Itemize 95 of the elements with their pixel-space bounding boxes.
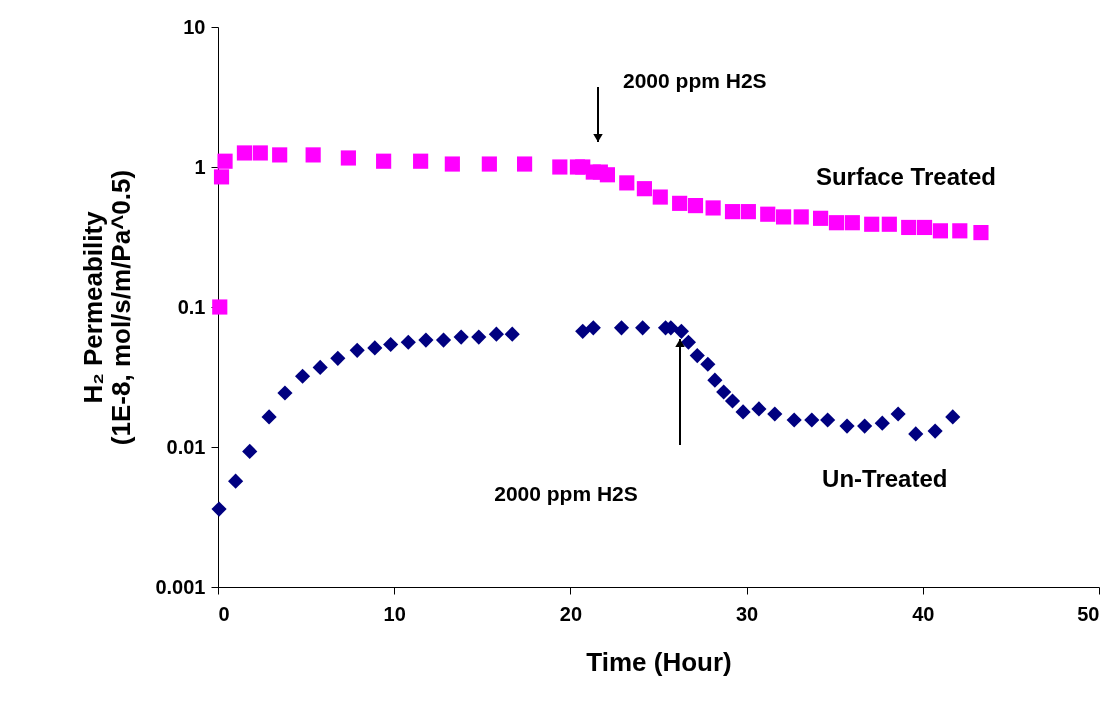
point xyxy=(890,406,906,422)
point xyxy=(751,401,767,417)
point xyxy=(945,409,961,425)
point xyxy=(952,223,968,239)
point xyxy=(705,200,721,216)
point xyxy=(217,153,233,169)
y-tick-label: 0.01 xyxy=(166,435,206,458)
point xyxy=(881,216,897,232)
point xyxy=(213,169,230,185)
point xyxy=(488,326,504,342)
point xyxy=(927,423,943,439)
y-tick-label: 10 xyxy=(183,15,206,38)
point xyxy=(857,418,873,434)
point xyxy=(236,145,253,161)
point xyxy=(735,404,751,420)
point xyxy=(916,219,933,236)
point xyxy=(707,372,723,388)
point xyxy=(367,340,383,356)
point xyxy=(908,426,924,442)
point xyxy=(804,412,820,428)
point xyxy=(418,332,434,348)
point xyxy=(481,156,497,172)
x-tick-label: 40 xyxy=(912,602,935,625)
point xyxy=(700,356,716,372)
point xyxy=(820,412,836,428)
point xyxy=(619,175,635,191)
point xyxy=(932,223,948,239)
y-tick-label: 0.1 xyxy=(177,295,206,318)
x-tick-label: 30 xyxy=(735,602,759,625)
point xyxy=(636,181,652,197)
point xyxy=(673,323,689,339)
point xyxy=(874,415,890,431)
point xyxy=(767,406,783,422)
point xyxy=(973,225,989,241)
point xyxy=(261,409,277,425)
point xyxy=(652,189,668,205)
annotation: 2000 ppm H2S xyxy=(623,69,767,92)
point xyxy=(793,209,809,225)
x-axis-title: Time (Hour) xyxy=(586,646,732,677)
point xyxy=(305,147,321,163)
point xyxy=(294,368,311,384)
x-tick-label: 50 xyxy=(1077,602,1100,625)
point xyxy=(828,215,845,231)
point xyxy=(517,156,533,172)
series-label: Surface Treated xyxy=(815,162,996,190)
y-axis-title: H₂ Permeability (1E-8, mol/s/m/Pa^0.5) xyxy=(78,169,137,446)
point xyxy=(844,215,860,231)
point xyxy=(444,156,460,172)
series-label: Un-Treated xyxy=(822,464,948,492)
point xyxy=(575,323,591,339)
point xyxy=(724,393,741,409)
point xyxy=(613,320,630,336)
point xyxy=(585,320,601,336)
point xyxy=(242,443,258,459)
point xyxy=(716,384,732,400)
point xyxy=(252,145,268,161)
point xyxy=(724,204,741,220)
annotation: 2000 ppm H2S xyxy=(494,482,638,505)
point xyxy=(272,147,288,163)
point xyxy=(740,204,756,220)
point xyxy=(901,219,917,236)
point xyxy=(635,320,651,336)
x-tick-label: 20 xyxy=(559,602,583,625)
y-tick-label: 1 xyxy=(194,155,206,178)
x-tick-label: 10 xyxy=(383,602,406,625)
point xyxy=(435,332,452,348)
point xyxy=(471,329,487,345)
point xyxy=(340,150,356,166)
point xyxy=(211,501,227,517)
point xyxy=(453,329,469,345)
point xyxy=(212,299,228,315)
point xyxy=(839,418,855,434)
y-tick-label: 0.001 xyxy=(155,575,206,598)
point xyxy=(689,347,705,364)
point xyxy=(599,167,615,183)
point xyxy=(760,206,776,222)
point xyxy=(552,159,568,175)
point xyxy=(376,153,392,169)
point xyxy=(786,412,802,428)
point xyxy=(504,326,520,342)
point xyxy=(228,473,244,489)
point xyxy=(687,198,704,214)
x-tick-label: 0 xyxy=(218,602,230,625)
point xyxy=(680,334,697,350)
point xyxy=(312,359,328,376)
point xyxy=(349,342,365,358)
point xyxy=(813,210,829,226)
point xyxy=(672,195,688,211)
point xyxy=(864,216,880,232)
point xyxy=(400,334,416,350)
point xyxy=(776,209,792,225)
point xyxy=(413,153,429,169)
point xyxy=(330,350,346,366)
point xyxy=(277,385,293,401)
point xyxy=(383,336,399,353)
